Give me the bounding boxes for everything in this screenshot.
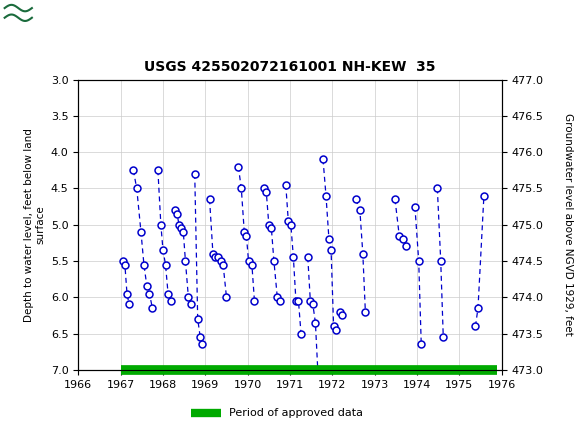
Title: USGS 425502072161001 NH-KEW  35: USGS 425502072161001 NH-KEW 35 bbox=[144, 60, 436, 74]
Y-axis label: Depth to water level, feet below land
surface: Depth to water level, feet below land su… bbox=[24, 128, 45, 322]
Text: Period of approved data: Period of approved data bbox=[229, 408, 363, 418]
Text: USGS: USGS bbox=[38, 9, 80, 23]
FancyBboxPatch shape bbox=[3, 2, 72, 31]
Y-axis label: Groundwater level above NGVD 1929, feet: Groundwater level above NGVD 1929, feet bbox=[563, 113, 573, 336]
